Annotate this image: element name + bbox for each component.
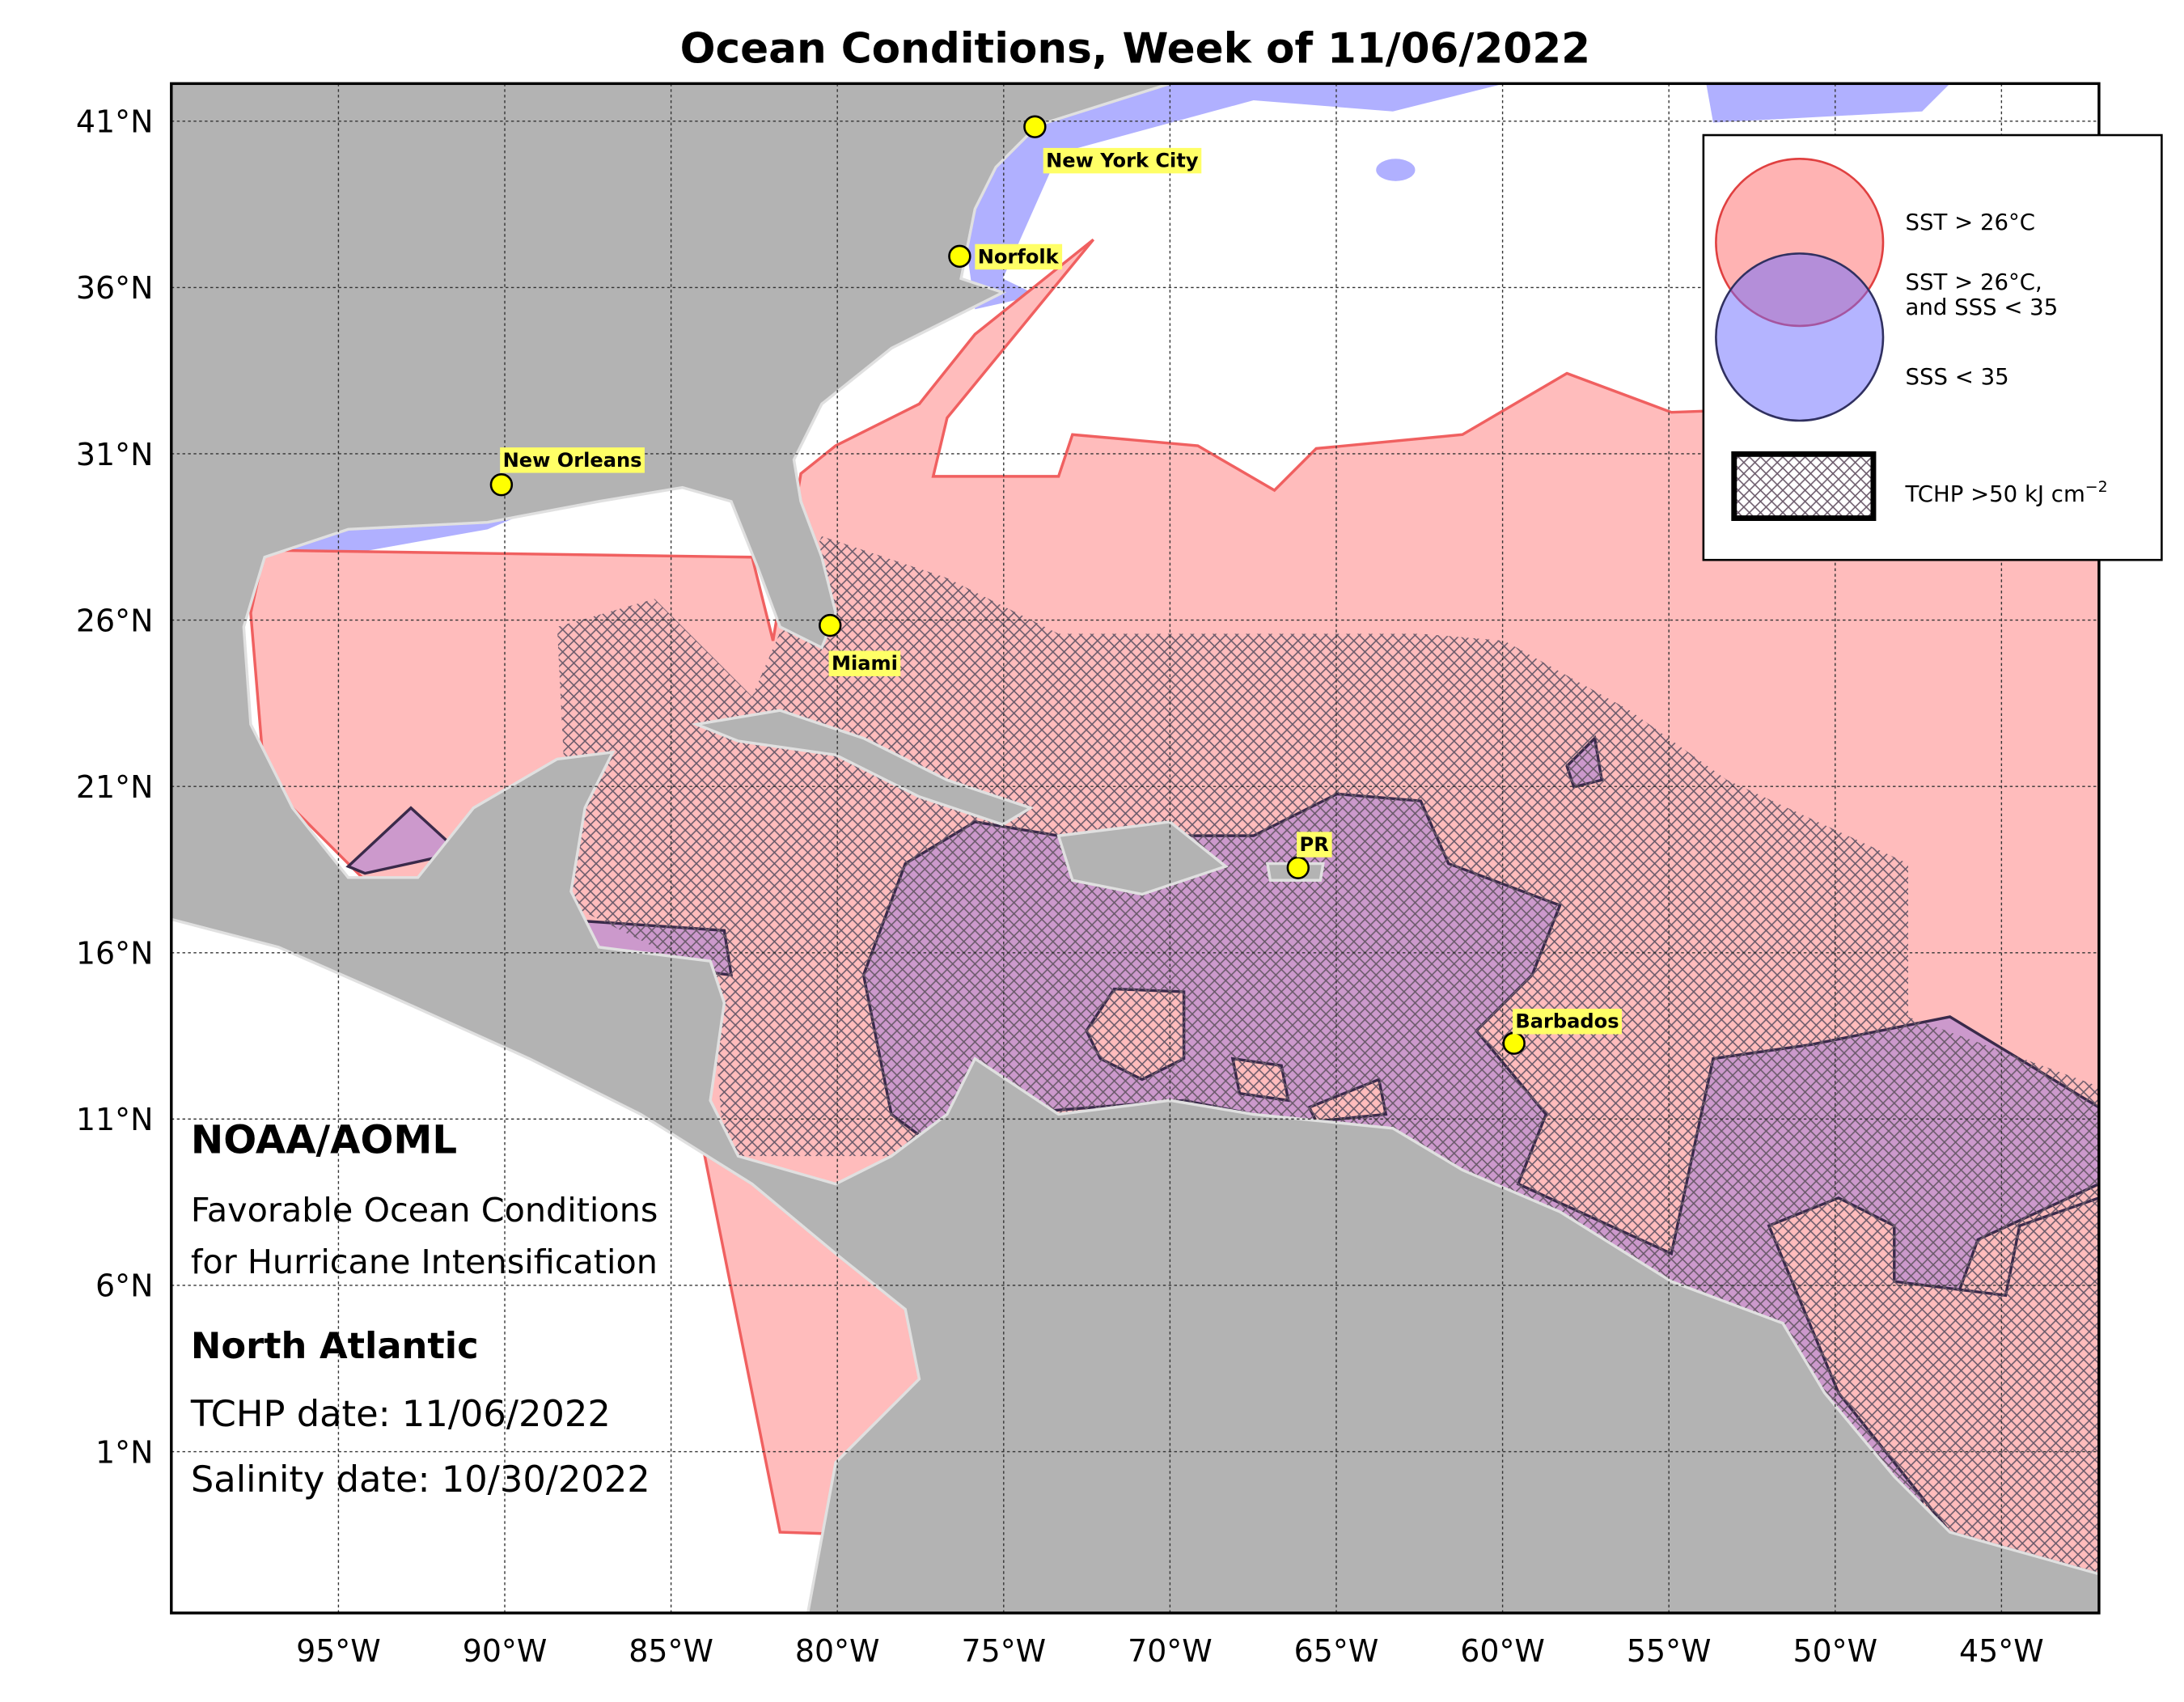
- legend-label: SST > 26°C,: [1906, 269, 2042, 295]
- lon-label: 70°W: [1128, 1633, 1213, 1669]
- legend-sss-swatch: [1715, 252, 1885, 422]
- lat-label: 16°N: [76, 936, 153, 972]
- city-label: Miami: [832, 652, 898, 675]
- info-date: TCHP date: 11/06/2022: [190, 1392, 611, 1435]
- city-marker: [1286, 856, 1310, 879]
- lon-label: 90°W: [463, 1633, 548, 1669]
- graticule: [171, 83, 2099, 1613]
- legend: SST > 26°C SST > 26°C, and SSS < 35 SSS …: [1702, 133, 2163, 561]
- lon-label: 75°W: [962, 1633, 1047, 1669]
- map-root: Ocean Conditions, Week of 11/06/2022 41°…: [76, 24, 2163, 1670]
- lat-label: 31°N: [76, 437, 153, 472]
- info-region: North Atlantic: [191, 1324, 479, 1367]
- info-subtitle: Favorable Ocean Conditions: [191, 1191, 658, 1230]
- legend-label-text: TCHP >50 kJ cm: [1905, 481, 2085, 507]
- lat-label: 26°N: [76, 603, 153, 638]
- lat-label: 41°N: [76, 104, 153, 140]
- lon-label: 80°W: [795, 1633, 880, 1669]
- city-label-box: [1512, 1009, 1623, 1035]
- lat-label: 21°N: [76, 769, 153, 805]
- city-label: New York City: [1046, 150, 1199, 172]
- info-subtitle: for Hurricane Intensification: [191, 1243, 658, 1281]
- city-marker: [489, 473, 514, 497]
- legend-label: SST > 26°C: [1906, 210, 2035, 235]
- cities: New York City Norfolk New Orleans Miami PR Ba…: [489, 115, 1623, 1055]
- city-label-box: [975, 243, 1063, 270]
- city-label-box: [1297, 832, 1332, 857]
- info-org: NOAA/AOML: [191, 1118, 457, 1163]
- city-label-box: [1043, 147, 1202, 174]
- lat-label: 36°N: [76, 270, 153, 306]
- legend-label: TCHP >50 kJ cm−2: [1905, 478, 2108, 507]
- city-label: PR: [1300, 833, 1330, 856]
- title: Ocean Conditions, Week of 11/06/2022: [680, 24, 1590, 73]
- lon-label: 50°W: [1792, 1633, 1877, 1669]
- legend-label: and SSS < 35: [1906, 294, 2059, 320]
- city-label: New Orleans: [503, 449, 642, 472]
- city-label: Barbados: [1515, 1010, 1619, 1033]
- legend-label-sup: −2: [2085, 478, 2108, 496]
- lon-label: 95°W: [296, 1633, 381, 1669]
- city-marker: [948, 244, 971, 269]
- lat-label: 1°N: [95, 1434, 153, 1470]
- city-marker: [819, 613, 842, 637]
- city-marker: [1502, 1031, 1526, 1055]
- legend-label: SSS < 35: [1906, 364, 2009, 390]
- info-date: Salinity date: 10/30/2022: [191, 1458, 650, 1501]
- map-frame: [170, 82, 2101, 1615]
- legend-tchp-swatch: [1731, 451, 1877, 521]
- lon-label: 60°W: [1460, 1633, 1545, 1669]
- axis-labels: 41°N 36°N 31°N 26°N 21°N 16°N 11°N 6°N 1°N 95°W 90…: [76, 104, 2044, 1670]
- land: [171, 83, 2099, 1613]
- lat-label: 11°N: [76, 1102, 153, 1137]
- city-label-box: [828, 650, 901, 676]
- info-block: NOAA/AOML Favorable Ocean Conditions for…: [190, 1118, 658, 1501]
- lat-label: 6°N: [95, 1268, 153, 1304]
- city-label-box: [500, 447, 645, 473]
- lon-label: 45°W: [1959, 1633, 2044, 1669]
- city-marker: [1023, 115, 1047, 138]
- lon-label: 55°W: [1627, 1633, 1712, 1669]
- lon-label: 65°W: [1294, 1633, 1379, 1669]
- city-label: Norfolk: [978, 245, 1060, 268]
- lon-label: 85°W: [629, 1633, 713, 1669]
